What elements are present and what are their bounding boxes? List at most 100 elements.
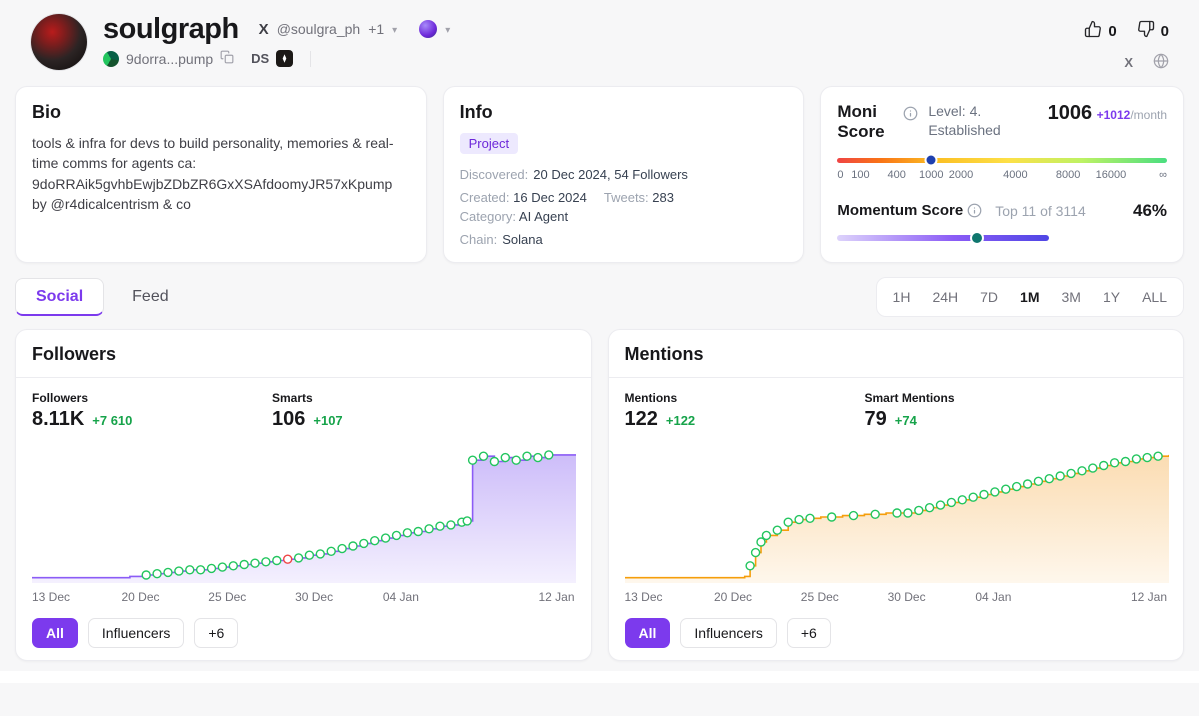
header-actions: 0 0 X bbox=[1084, 14, 1183, 72]
x-axis-label: 30 Dec bbox=[887, 590, 926, 604]
info-icon[interactable] bbox=[967, 203, 982, 223]
profile-avatar bbox=[31, 14, 87, 70]
downvote-count: 0 bbox=[1160, 22, 1169, 40]
x-handle-more[interactable]: +1 bbox=[368, 21, 385, 38]
filter-all-button[interactable]: All bbox=[32, 618, 78, 648]
x-profile-link[interactable]: X bbox=[1124, 55, 1133, 70]
momentum-score-label: Momentum Score bbox=[837, 202, 964, 220]
followers-chart[interactable] bbox=[16, 433, 591, 587]
mentions-x-axis: 13 Dec 20 Dec 25 Dec 30 Dec 04 Jan 12 Jan bbox=[625, 590, 1168, 605]
smarts-stat: Smarts 106 +107 bbox=[272, 391, 512, 431]
linked-account-avatar[interactable] bbox=[419, 20, 438, 39]
tweets-label: Tweets: bbox=[603, 190, 649, 205]
stat-delta: +7 610 bbox=[92, 413, 133, 428]
x-handle[interactable]: @soulgra_ph bbox=[276, 21, 361, 38]
filter-influencers-button[interactable]: Influencers bbox=[87, 618, 185, 648]
contract-address[interactable]: 9dorra...pump bbox=[126, 50, 214, 67]
momentum-rank: Top 11 of 3114 bbox=[995, 202, 1086, 219]
range-all-button[interactable]: ALL bbox=[1131, 281, 1178, 313]
website-link[interactable] bbox=[1153, 53, 1169, 72]
chain-value: Solana bbox=[502, 232, 543, 247]
moni-tick-label: 400 bbox=[887, 168, 906, 181]
info-row-discovered: Discovered: 20 Dec 2024, 54 Followers bbox=[460, 167, 788, 182]
dex-badge-icon[interactable] bbox=[276, 50, 294, 68]
filter-more-button[interactable]: +6 bbox=[786, 618, 831, 648]
filter-influencers-button[interactable]: Influencers bbox=[680, 618, 777, 648]
x-logo-icon: X bbox=[258, 20, 269, 38]
range-24h-button[interactable]: 24H bbox=[921, 281, 969, 313]
range-1y-button[interactable]: 1Y bbox=[1092, 281, 1131, 313]
thumbs-down-icon bbox=[1137, 20, 1155, 42]
moni-tick-label: 1000 bbox=[919, 168, 944, 181]
stat-value: 8.11K bbox=[32, 408, 85, 430]
followers-filters: All Influencers +6 bbox=[16, 605, 591, 648]
range-7d-button[interactable]: 7D bbox=[969, 281, 1009, 313]
created-value: 16 Dec 2024 bbox=[513, 190, 587, 205]
tab-feed[interactable]: Feed bbox=[112, 278, 188, 316]
mentions-chart[interactable] bbox=[609, 433, 1184, 587]
upvote-count: 0 bbox=[1108, 22, 1117, 40]
moni-tick-label: 4000 bbox=[1003, 168, 1028, 181]
moni-scale-ticks: 0 100 400 1000 2000 4000 8000 16000 ∞ bbox=[837, 169, 1167, 182]
stat-value: 106 bbox=[272, 408, 306, 430]
tweets-value: 283 bbox=[652, 190, 674, 205]
range-1h-button[interactable]: 1H bbox=[882, 281, 922, 313]
momentum-bar bbox=[837, 232, 1050, 243]
chevron-down-icon[interactable]: ▾ bbox=[392, 24, 398, 36]
next-section-edge bbox=[0, 671, 1199, 683]
moni-tick-label: 100 bbox=[851, 168, 870, 181]
x-axis-label: 13 Dec bbox=[32, 590, 71, 604]
tab-social[interactable]: Social bbox=[15, 278, 105, 316]
created-label: Created: bbox=[459, 190, 510, 205]
moni-score-period: /month bbox=[1130, 108, 1168, 122]
moni-tick-label: 2000 bbox=[948, 168, 974, 181]
moni-score-delta: +1012 bbox=[1096, 108, 1131, 122]
thumbs-up-icon bbox=[1084, 20, 1102, 42]
upvote-button[interactable]: 0 bbox=[1084, 20, 1117, 42]
token-icon bbox=[103, 50, 119, 67]
ds-label[interactable]: DS bbox=[251, 51, 270, 67]
moni-tick-label: 8000 bbox=[1055, 168, 1081, 181]
stat-label: Smart Mentions bbox=[864, 391, 955, 405]
bio-card: Bio tools & infra for devs to build pers… bbox=[15, 86, 427, 263]
info-icon[interactable] bbox=[903, 106, 918, 126]
filter-more-button[interactable]: +6 bbox=[194, 618, 239, 648]
followers-chart-card: Followers Followers 8.11K +7 610 Smarts … bbox=[15, 329, 592, 661]
copy-address-button[interactable] bbox=[220, 50, 234, 67]
info-title: Info bbox=[459, 102, 493, 122]
range-3m-button[interactable]: 3M bbox=[1051, 281, 1092, 313]
mentions-stat: Mentions 122 +122 bbox=[625, 391, 865, 431]
x-axis-label: 12 Jan bbox=[1130, 590, 1167, 604]
tabs-row: Social Feed 1H 24H 7D 1M 3M 1Y ALL bbox=[0, 263, 1199, 327]
x-axis-label: 25 Dec bbox=[208, 590, 247, 604]
followers-stat: Followers 8.11K +7 610 bbox=[32, 391, 272, 431]
profile-head-main: soulgraph X @soulgra_ph +1 ▾ ▾ 9dorra...… bbox=[103, 14, 1084, 68]
moni-score-title: Moni Score bbox=[837, 102, 885, 142]
momentum-marker bbox=[972, 232, 983, 243]
chevron-down-icon[interactable]: ▾ bbox=[445, 24, 451, 36]
bio-text: tools & infra for devs to build personal… bbox=[32, 135, 394, 212]
momentum-value: 46% bbox=[1132, 200, 1168, 220]
moni-level: Level: 4. Established bbox=[928, 103, 1001, 138]
x-axis-label: 30 Dec bbox=[295, 590, 334, 604]
stat-label: Smarts bbox=[272, 391, 313, 405]
x-axis-label: 13 Dec bbox=[624, 590, 663, 604]
filter-all-button[interactable]: All bbox=[624, 618, 671, 648]
stat-delta: +107 bbox=[313, 413, 343, 428]
moni-tick-label: ∞ bbox=[1159, 168, 1168, 181]
range-1m-button[interactable]: 1M bbox=[1009, 281, 1050, 313]
downvote-button[interactable]: 0 bbox=[1137, 20, 1169, 42]
chain-label: Chain: bbox=[459, 232, 498, 247]
x-axis-label: 04 Jan bbox=[975, 590, 1012, 604]
x-axis-label: 20 Dec bbox=[121, 590, 160, 604]
bio-title: Bio bbox=[32, 102, 61, 122]
globe-icon bbox=[1153, 53, 1169, 72]
category-label: Category: bbox=[459, 209, 517, 224]
charts-row: Followers Followers 8.11K +7 610 Smarts … bbox=[0, 327, 1199, 661]
followers-x-axis: 13 Dec 20 Dec 25 Dec 30 Dec 04 Jan 12 Jan bbox=[32, 590, 575, 605]
time-range-group: 1H 24H 7D 1M 3M 1Y ALL bbox=[875, 277, 1184, 317]
stat-label: Followers bbox=[32, 391, 89, 405]
category-value: AI Agent bbox=[518, 209, 569, 224]
stat-value: 122 bbox=[624, 408, 658, 430]
